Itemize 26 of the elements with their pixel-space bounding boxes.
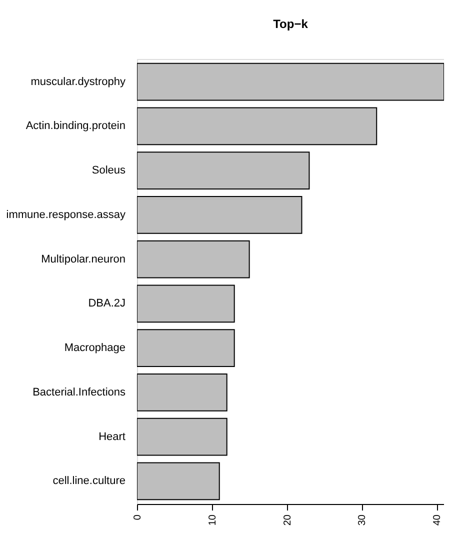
bar	[137, 329, 235, 367]
y-tick-label: Bacterial.Infections	[32, 386, 126, 398]
bar	[137, 462, 220, 500]
y-tick-label: muscular.dystrophy	[30, 76, 126, 88]
y-tick-label: DBA.2J	[88, 298, 126, 310]
bar	[137, 418, 228, 456]
x-tick-label: 40	[432, 514, 444, 526]
bar	[137, 284, 235, 323]
y-tick-label: cell.line.culture	[52, 475, 126, 488]
y-tick-label: Multipolar.neuron	[41, 253, 126, 266]
bar	[137, 196, 302, 234]
chart-title: Top−k	[273, 17, 308, 31]
x-tick-label: 30	[357, 514, 368, 526]
y-tick-label: Macrophage	[64, 342, 126, 354]
bar	[137, 107, 378, 146]
bar	[137, 152, 310, 190]
x-tick-label: 20	[282, 514, 294, 526]
y-tick-label: immune.response.assay	[6, 208, 126, 221]
bar	[137, 62, 444, 101]
y-tick-label: Actin.binding.protein	[26, 120, 126, 132]
bar	[137, 374, 228, 412]
x-tick-label: 10	[207, 514, 218, 526]
x-tick-label: 0	[132, 514, 144, 520]
y-tick-label: Soleus	[92, 164, 126, 177]
bar	[137, 240, 250, 278]
y-tick-label: Heart	[98, 430, 126, 443]
